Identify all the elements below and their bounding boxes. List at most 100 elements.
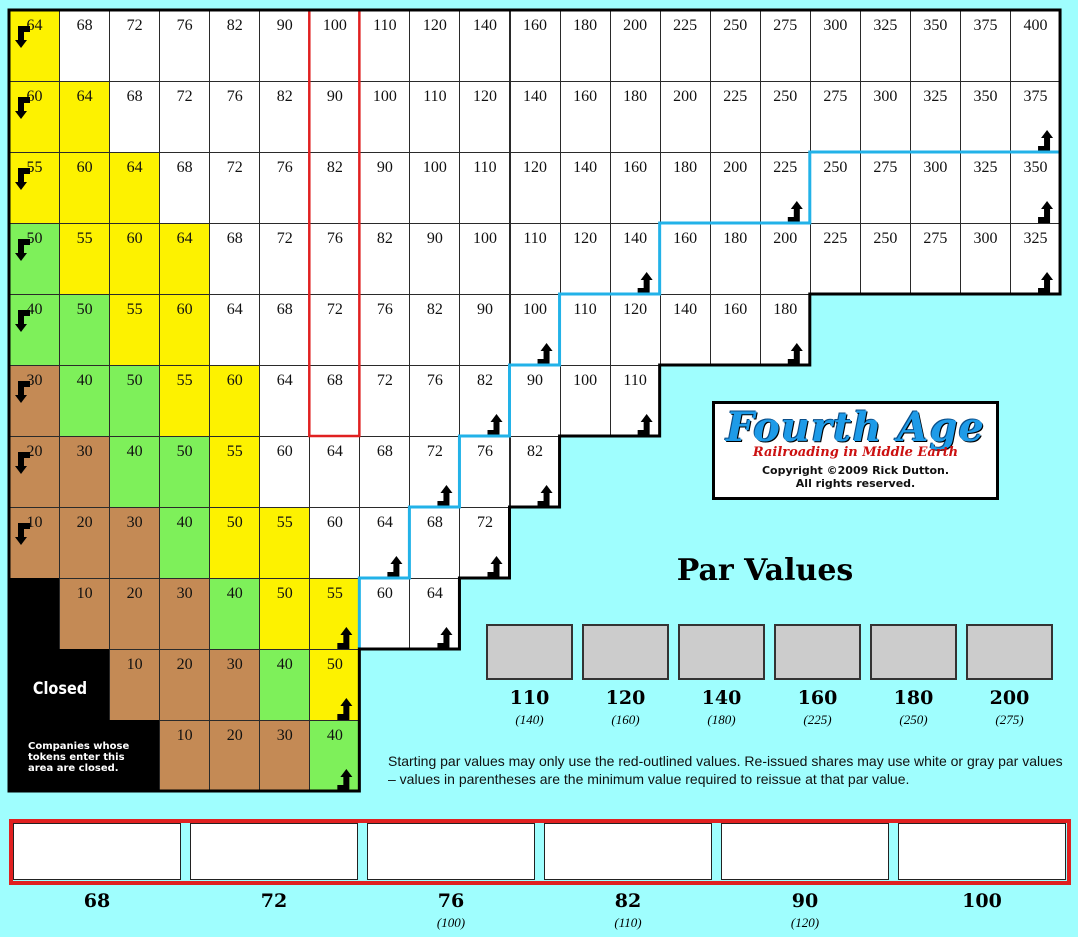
price-cell[interactable]: 40 <box>159 507 211 579</box>
price-cell[interactable]: 68 <box>259 294 311 366</box>
price-cell[interactable]: 20 <box>109 578 161 650</box>
price-cell[interactable]: 225 <box>709 81 761 153</box>
par-slot-120[interactable] <box>582 624 669 680</box>
price-cell[interactable]: 120 <box>509 152 561 224</box>
price-cell[interactable]: 100 <box>559 365 611 437</box>
price-cell[interactable]: 68 <box>359 436 411 508</box>
price-cell[interactable]: 82 <box>459 365 511 437</box>
price-cell[interactable]: 120 <box>559 223 611 295</box>
price-cell[interactable]: 110 <box>559 294 611 366</box>
price-cell[interactable]: 76 <box>309 223 361 295</box>
price-cell[interactable]: 10 <box>109 649 161 721</box>
price-cell[interactable]: 40 <box>209 578 261 650</box>
price-cell[interactable]: 90 <box>409 223 461 295</box>
price-cell[interactable]: 60 <box>359 578 411 650</box>
price-cell[interactable]: 64 <box>9 10 61 82</box>
price-cell[interactable]: 64 <box>159 223 211 295</box>
price-cell[interactable]: 180 <box>559 10 611 82</box>
price-cell[interactable]: 140 <box>509 81 561 153</box>
price-cell[interactable]: 30 <box>9 365 61 437</box>
price-cell[interactable]: 275 <box>909 223 961 295</box>
price-cell[interactable]: 225 <box>759 152 811 224</box>
price-cell[interactable]: 50 <box>59 294 111 366</box>
price-cell[interactable]: 55 <box>109 294 161 366</box>
price-cell[interactable]: 72 <box>309 294 361 366</box>
price-cell[interactable]: 72 <box>209 152 261 224</box>
price-cell[interactable]: 250 <box>809 152 861 224</box>
par-slot-110[interactable] <box>486 624 573 680</box>
price-cell[interactable]: 55 <box>259 507 311 579</box>
price-cell[interactable]: 30 <box>159 578 211 650</box>
price-cell[interactable]: 68 <box>209 223 261 295</box>
price-cell[interactable]: 72 <box>459 507 511 579</box>
price-cell[interactable]: 60 <box>9 81 61 153</box>
starting-par-slot-76[interactable] <box>367 823 535 880</box>
price-cell[interactable]: 350 <box>909 10 961 82</box>
price-cell[interactable]: 325 <box>1010 223 1062 295</box>
price-cell[interactable]: 350 <box>1010 152 1062 224</box>
par-slot-200[interactable] <box>966 624 1053 680</box>
price-cell[interactable]: 68 <box>59 10 111 82</box>
price-cell[interactable]: 160 <box>509 10 561 82</box>
price-cell[interactable]: 325 <box>959 152 1011 224</box>
price-cell[interactable]: 200 <box>609 10 661 82</box>
price-cell[interactable]: 76 <box>409 365 461 437</box>
price-cell[interactable]: 100 <box>359 81 411 153</box>
price-cell[interactable]: 275 <box>809 81 861 153</box>
price-cell[interactable]: 300 <box>809 10 861 82</box>
price-cell[interactable]: 225 <box>809 223 861 295</box>
price-cell[interactable]: 160 <box>659 223 711 295</box>
price-cell[interactable]: 250 <box>759 81 811 153</box>
price-cell[interactable]: 40 <box>259 649 311 721</box>
price-cell[interactable]: 60 <box>109 223 161 295</box>
price-cell[interactable]: 100 <box>459 223 511 295</box>
price-cell[interactable]: 90 <box>459 294 511 366</box>
price-cell[interactable]: 72 <box>359 365 411 437</box>
par-slot-180[interactable] <box>870 624 957 680</box>
price-cell[interactable]: 68 <box>159 152 211 224</box>
price-cell[interactable]: 160 <box>609 152 661 224</box>
price-cell[interactable]: 110 <box>459 152 511 224</box>
price-cell[interactable]: 72 <box>259 223 311 295</box>
price-cell[interactable]: 100 <box>409 152 461 224</box>
price-cell[interactable]: 50 <box>209 507 261 579</box>
price-cell[interactable]: 300 <box>859 81 911 153</box>
price-cell[interactable]: 68 <box>309 365 361 437</box>
price-cell[interactable]: 50 <box>309 649 361 721</box>
price-cell[interactable]: 60 <box>209 365 261 437</box>
price-cell[interactable]: 82 <box>209 10 261 82</box>
price-cell[interactable]: 40 <box>109 436 161 508</box>
price-cell[interactable]: 76 <box>359 294 411 366</box>
price-cell[interactable]: 30 <box>109 507 161 579</box>
price-cell[interactable]: 64 <box>209 294 261 366</box>
price-cell[interactable]: 200 <box>709 152 761 224</box>
price-cell[interactable]: 180 <box>659 152 711 224</box>
price-cell[interactable]: 60 <box>309 507 361 579</box>
price-cell[interactable]: 350 <box>959 81 1011 153</box>
price-cell[interactable]: 110 <box>609 365 661 437</box>
price-cell[interactable]: 120 <box>459 81 511 153</box>
price-cell[interactable]: 40 <box>309 720 361 792</box>
price-cell[interactable]: 375 <box>959 10 1011 82</box>
price-cell[interactable]: 30 <box>259 720 311 792</box>
price-cell[interactable]: 50 <box>9 223 61 295</box>
price-cell[interactable]: 110 <box>359 10 411 82</box>
price-cell[interactable]: 180 <box>609 81 661 153</box>
price-cell[interactable]: 100 <box>309 10 361 82</box>
price-cell[interactable]: 140 <box>609 223 661 295</box>
price-cell[interactable]: 68 <box>409 507 461 579</box>
closed-cell[interactable] <box>9 578 61 650</box>
price-cell[interactable]: 275 <box>759 10 811 82</box>
price-cell[interactable]: 110 <box>409 81 461 153</box>
price-cell[interactable]: 30 <box>59 436 111 508</box>
price-cell[interactable]: 60 <box>259 436 311 508</box>
price-cell[interactable]: 76 <box>459 436 511 508</box>
price-cell[interactable]: 180 <box>709 223 761 295</box>
price-cell[interactable]: 10 <box>159 720 211 792</box>
price-cell[interactable]: 40 <box>9 294 61 366</box>
price-cell[interactable]: 120 <box>409 10 461 82</box>
price-cell[interactable]: 400 <box>1010 10 1062 82</box>
price-cell[interactable]: 64 <box>259 365 311 437</box>
price-cell[interactable]: 64 <box>309 436 361 508</box>
price-cell[interactable]: 250 <box>859 223 911 295</box>
